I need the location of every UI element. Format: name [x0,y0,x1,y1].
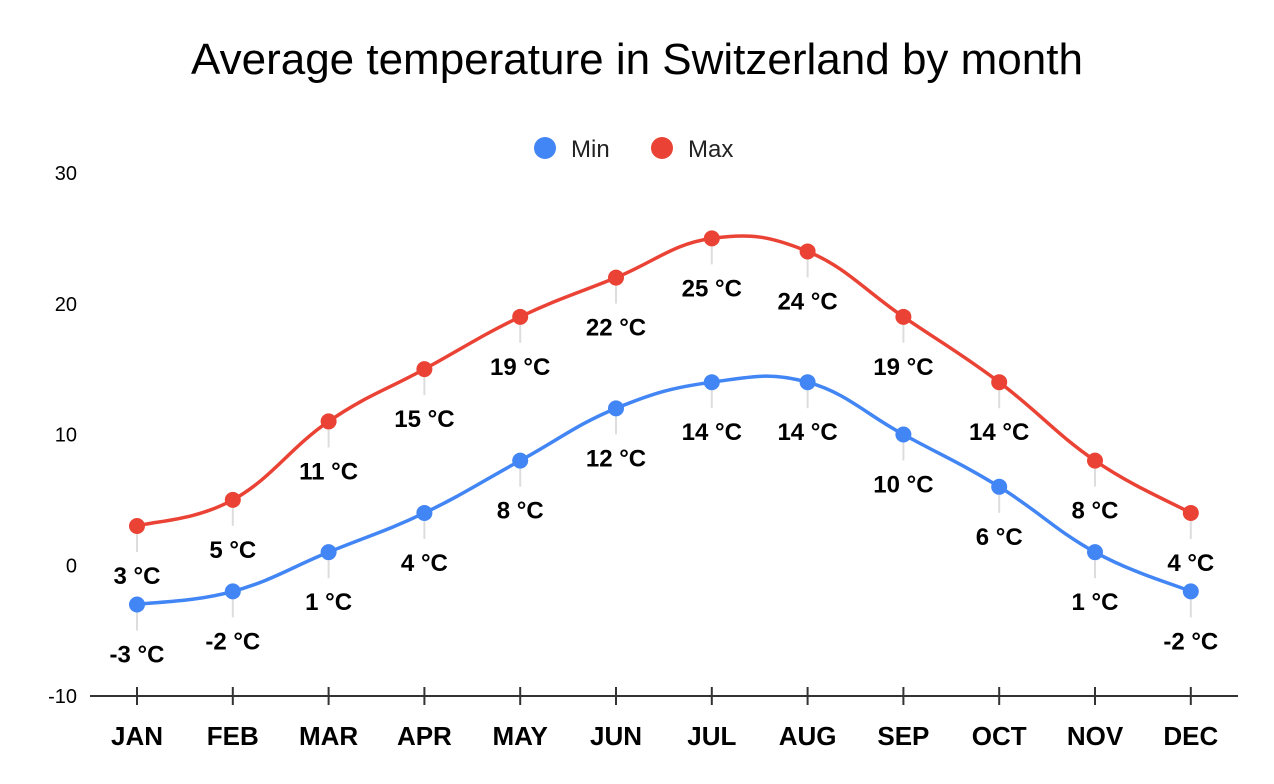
data-point-max [416,361,433,378]
x-tick-label: JUN [590,721,642,751]
data-point-max [703,230,720,247]
legend-marker-min [534,137,556,159]
x-tick-label: JAN [111,721,163,751]
data-label-max: 22 °C [586,315,646,342]
data-label-min: 6 °C [976,524,1023,551]
data-point-min [895,426,912,443]
data-point-min [512,452,529,469]
series-line-max [136,234,1192,528]
data-label-min: 14 °C [682,419,742,446]
data-label-max: 11 °C [299,458,358,485]
x-tick-label: DEC [1163,721,1218,751]
x-tick-label: MAR [299,721,358,751]
data-label-max: 4 °C [1167,550,1214,577]
data-label-min: 8 °C [497,498,544,525]
data-point-min [224,583,241,600]
y-tick-label: 0 [66,555,77,577]
data-label-max: 14 °C [969,419,1029,446]
legend-label-min: Min [571,136,610,163]
data-point-min [799,374,816,391]
data-label-min: 1 °C [305,589,352,616]
data-point-max [799,243,816,260]
data-point-max [320,413,337,430]
data-point-max [129,518,145,535]
data-label-min: -2 °C [1163,628,1218,655]
data-label-max: 15 °C [394,406,454,433]
data-label-max: 24 °C [777,288,837,315]
data-point-min [608,400,624,417]
data-point-min [129,596,145,613]
data-label-max: 19 °C [873,354,933,381]
data-labels: -3 °C -2 °C 1 °C 4 °C 8 °C 12 °C 14 °C 14 °C 10 … [110,275,1219,668]
x-tick-label: JUL [687,721,736,751]
data-label-min: 14 °C [777,419,837,446]
data-label-min: -2 °C [205,628,260,655]
x-tick-label: NOV [1067,721,1124,751]
data-point-max [224,491,241,508]
data-point-min [991,478,1008,495]
data-point-min [416,504,433,521]
data-point-max [608,269,624,286]
data-point-min [320,544,337,561]
data-label-max: 8 °C [1072,498,1119,525]
label-leader-lines [136,246,1192,631]
y-tick-label: 10 [55,425,77,447]
x-tick-label: OCT [972,721,1027,751]
chart-title: Average temperature in Switzerland by mo… [191,35,1083,84]
data-point-max [991,374,1008,391]
y-tick-label: -10 [48,686,77,708]
data-label-min: 10 °C [873,472,933,499]
y-axis: 30 20 10 0 -10 [48,163,77,708]
data-label-min: 1 °C [1072,589,1119,616]
x-tick-label: MAY [493,721,548,751]
series-lines [136,234,1192,607]
data-label-max: 3 °C [114,563,161,590]
x-axis: JAN FEB MAR APR MAY JUN JUL AUG SEP OCT NOV DEC [90,687,1238,751]
x-tick-label: AUG [779,721,837,751]
data-point-max [1087,452,1103,469]
series-points [129,230,1199,613]
data-point-max [1182,504,1199,521]
y-tick-label: 30 [55,163,77,185]
legend: Min Max [534,136,733,163]
legend-marker-max [651,137,673,159]
x-tick-label: SEP [877,721,929,751]
data-point-min [1087,544,1103,561]
data-label-max: 25 °C [682,275,742,302]
y-tick-label: 20 [55,294,77,316]
data-label-max: 19 °C [490,354,550,381]
data-point-max [895,308,912,325]
x-tick-label: APR [397,721,452,751]
data-label-min: 4 °C [401,550,448,577]
x-tick-label: FEB [207,721,259,751]
data-label-max: 5 °C [209,537,256,564]
data-label-min: -3 °C [110,641,165,668]
data-point-min [703,374,720,391]
legend-label-max: Max [688,136,733,163]
data-point-min [1182,583,1199,600]
data-label-min: 12 °C [586,445,646,472]
data-point-max [512,308,529,325]
